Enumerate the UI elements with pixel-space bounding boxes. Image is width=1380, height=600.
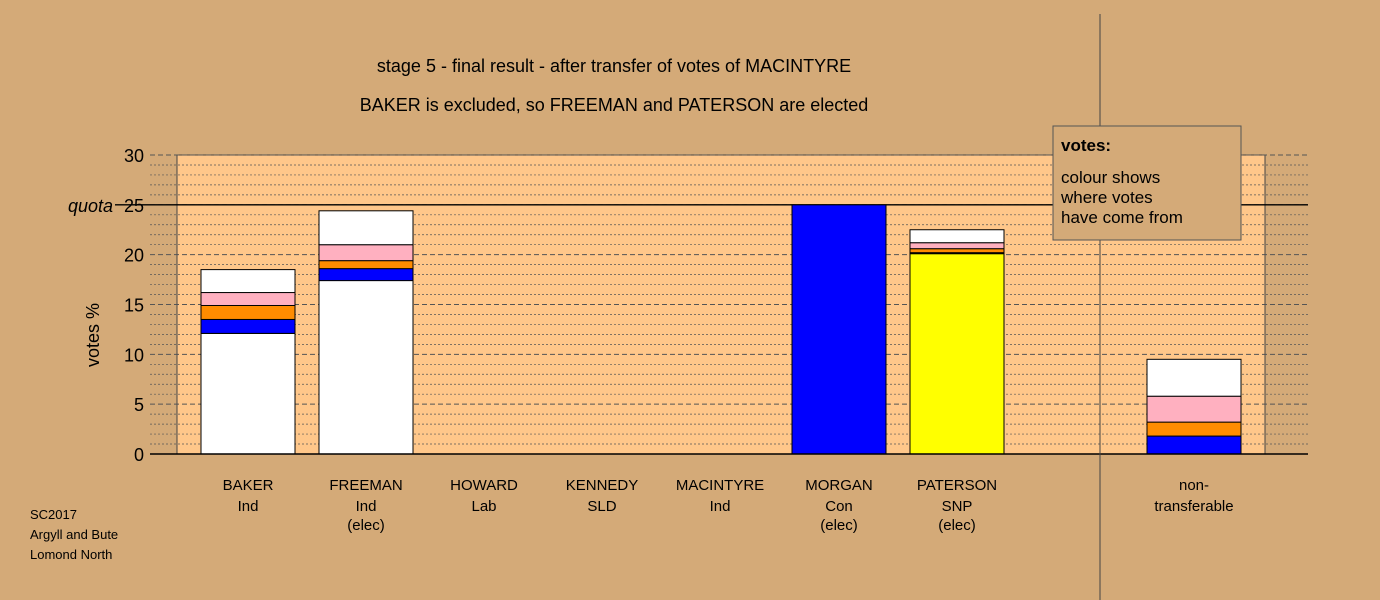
y-tick-label: 25 [124, 196, 144, 216]
category-party: Ind [238, 498, 259, 515]
bar-segment-baker-0 [200, 332, 296, 455]
bar-segment-freeman-2 [318, 260, 414, 270]
category-name: PATERSON [917, 477, 997, 494]
footnote-line-3: Lomond North [30, 547, 112, 562]
y-tick-label: 15 [124, 296, 144, 316]
category-status: (elec) [938, 517, 976, 534]
y-axis-label: votes % [83, 303, 103, 367]
category-party: Ind [710, 498, 731, 515]
bar-segment-freeman-0 [318, 280, 414, 455]
legend-title: votes: [1061, 136, 1111, 155]
bar-segment-freeman-3 [318, 244, 414, 262]
category-party: SNP [942, 498, 973, 515]
bars-group [200, 204, 1242, 455]
y-tick-label: 0 [134, 445, 144, 465]
y-tick-label: 5 [134, 395, 144, 415]
bar-segment-freeman-4 [318, 210, 414, 246]
bar-segment-baker-2 [200, 304, 296, 320]
category-name: KENNEDY [566, 477, 639, 494]
bar-segment-non-2 [1146, 395, 1242, 423]
category-name: HOWARD [450, 477, 518, 494]
footnote-line-2: Argyll and Bute [30, 527, 118, 542]
chart-subtitle: BAKER is excluded, so FREEMAN and PATERS… [360, 95, 869, 115]
chart-title: stage 5 - final result - after transfer … [377, 56, 851, 76]
bar-segment-non-1 [1146, 421, 1242, 437]
footnote: SC2017 Argyll and Bute Lomond North [30, 507, 118, 562]
category-status: (elec) [820, 517, 858, 534]
quota-label: quota [68, 196, 113, 216]
legend: votes: colour shows where votes have com… [1052, 125, 1242, 241]
category-party: transferable [1154, 498, 1233, 515]
category-name: BAKER [223, 477, 274, 494]
category-name: FREEMAN [329, 477, 402, 494]
category-party: Con [825, 498, 853, 515]
bar-segment-non-3 [1146, 358, 1242, 397]
bar-segment-baker-3 [200, 292, 296, 306]
y-tick-label: 30 [124, 146, 144, 166]
category-party: SLD [587, 498, 616, 515]
axis-group: 0 5 10 15 20 25 30 BAKER Ind FREEMAN Ind (elec) HOWA… [124, 14, 1308, 600]
y-tick-label: 20 [124, 246, 144, 266]
category-name: non- [1179, 477, 1209, 494]
bar-segment-baker-4 [200, 269, 296, 294]
bar-segment-non-0 [1146, 435, 1242, 455]
category-party: Ind [356, 498, 377, 515]
category-name: MORGAN [805, 477, 873, 494]
bar-segment-paterson-0 [909, 253, 1005, 455]
category-status: (elec) [347, 517, 385, 534]
y-tick-label: 10 [124, 345, 144, 365]
legend-line-2: where votes [1060, 188, 1153, 207]
bar-segment-paterson-3 [909, 242, 1005, 250]
legend-line-3: have come from [1061, 208, 1183, 227]
bar-segment-baker-1 [200, 318, 296, 334]
bar-segment-paterson-4 [909, 229, 1005, 244]
bar-segment-paterson-2 [909, 248, 1005, 254]
footnote-line-1: SC2017 [30, 507, 77, 522]
legend-box [1052, 125, 1242, 241]
bar-segment-freeman-1 [318, 268, 414, 282]
bar-segment-morgan-0 [791, 204, 887, 455]
category-party: Lab [471, 498, 496, 515]
category-name: MACINTYRE [676, 477, 764, 494]
legend-line-1: colour shows [1061, 168, 1160, 187]
